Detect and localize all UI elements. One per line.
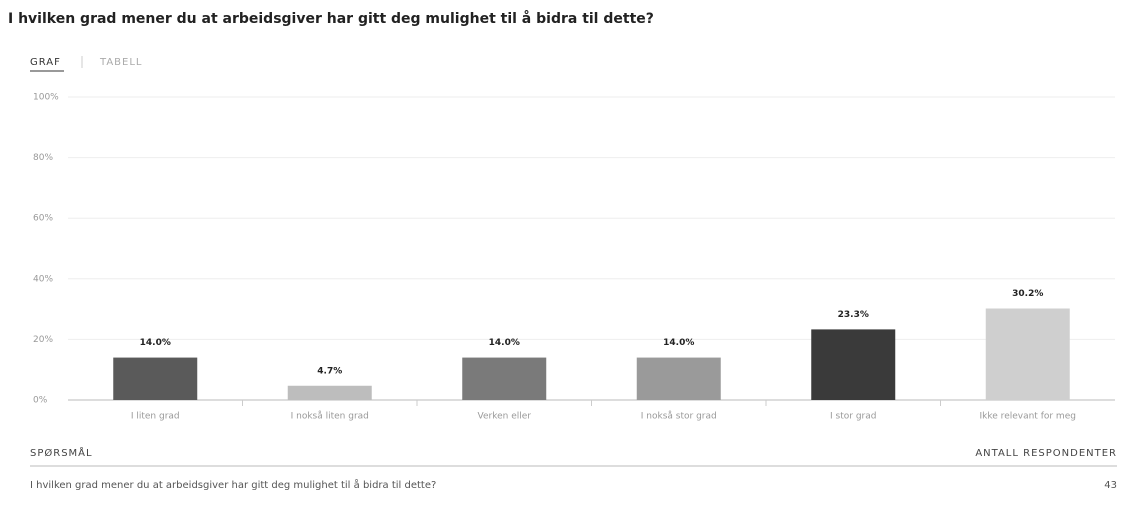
table-cell: I hvilken grad mener du at arbeidsgiver …	[30, 478, 436, 491]
value-label: 14.0%	[140, 338, 171, 348]
x-tick-label: Verken eller	[478, 412, 532, 422]
x-tick-label: Ikke relevant for meg	[980, 412, 1076, 422]
y-tick-label: 40%	[33, 274, 53, 284]
y-tick-label: 80%	[33, 153, 53, 163]
x-tick-label: I stor grad	[830, 412, 876, 422]
bar	[287, 385, 372, 400]
page-title: I hvilken grad mener du at arbeidsgiver …	[8, 10, 654, 27]
tab-graf[interactable]: GRAF	[30, 57, 61, 68]
y-tick-label: 0%	[33, 396, 48, 406]
x-tick-label: I nokså liten grad	[291, 411, 369, 422]
bar	[113, 357, 198, 400]
value-label: 14.0%	[489, 338, 520, 348]
bar	[985, 308, 1070, 400]
table-cell: 43	[1104, 480, 1117, 491]
x-tick-label: I nokså stor grad	[641, 411, 717, 422]
bar	[462, 357, 547, 400]
x-tick-label: I liten grad	[131, 412, 180, 422]
value-label: 4.7%	[317, 366, 342, 376]
value-label: 30.2%	[1012, 289, 1043, 299]
bar	[636, 357, 721, 400]
y-tick-label: 60%	[33, 214, 53, 224]
value-label: 14.0%	[663, 338, 694, 348]
value-label: 23.3%	[838, 310, 869, 320]
y-tick-label: 100%	[33, 93, 59, 103]
table-header: ANTALL RESPONDENTER	[975, 448, 1117, 459]
table-header: SPØRSMÅL	[30, 446, 93, 459]
bar	[811, 329, 896, 400]
tab-tabell[interactable]: TABELL	[99, 57, 143, 68]
y-tick-label: 20%	[33, 335, 53, 345]
